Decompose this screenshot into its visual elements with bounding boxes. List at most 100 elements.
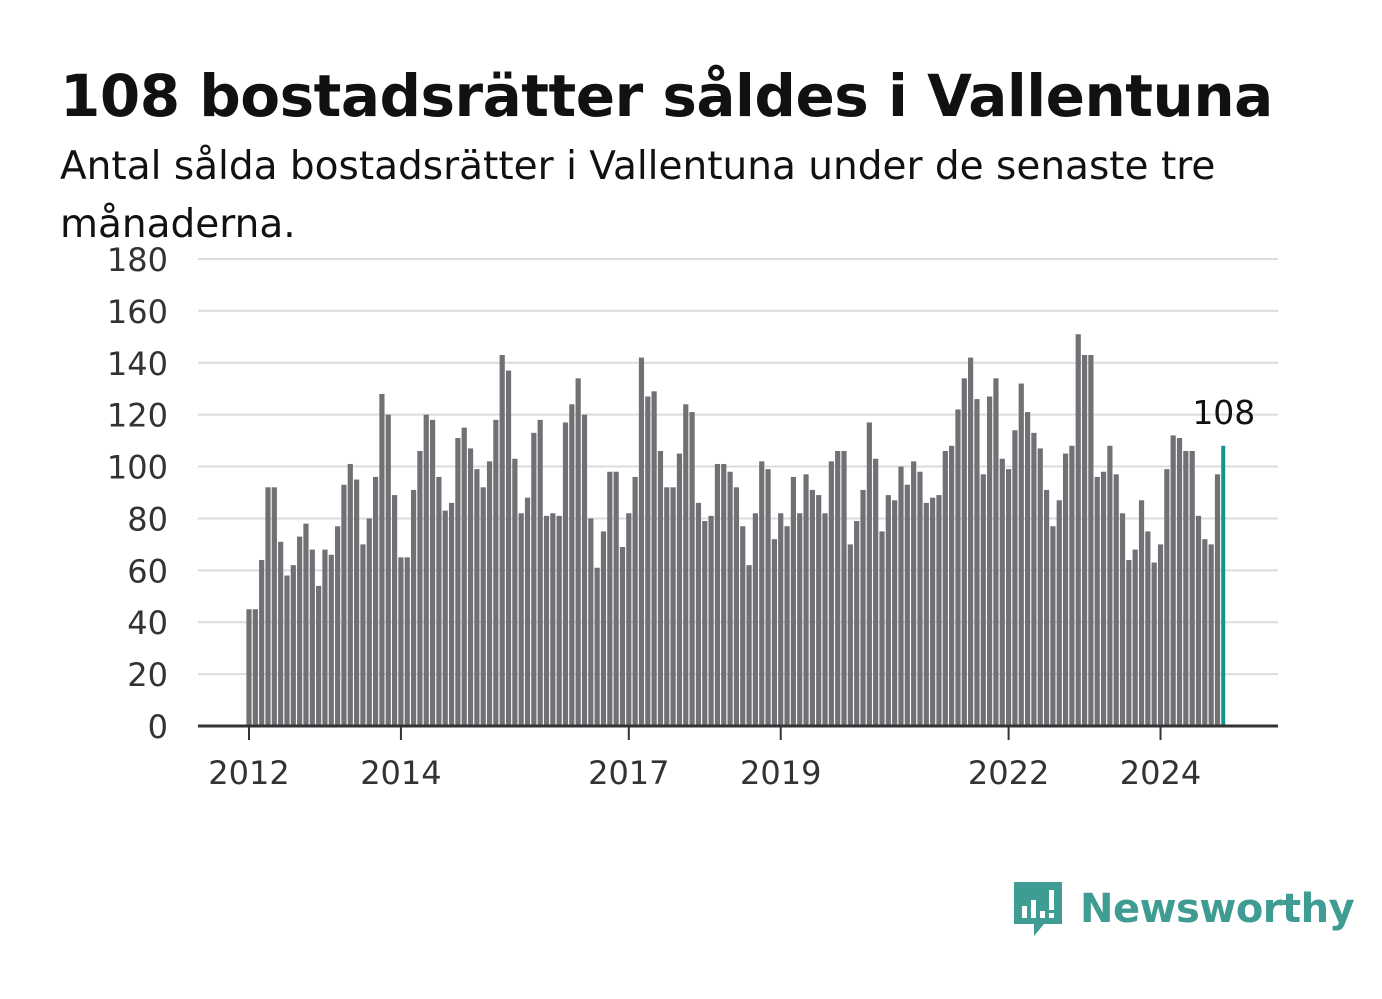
bar: [613, 471, 619, 726]
bar: [379, 393, 385, 726]
bar: [1151, 562, 1157, 726]
bar: [657, 450, 664, 726]
bar: [1176, 438, 1183, 726]
bar: [493, 419, 499, 726]
bar: [1031, 432, 1037, 726]
bar: [923, 502, 929, 726]
bar: [1100, 471, 1107, 726]
bar: [746, 565, 752, 726]
bar: [537, 419, 543, 726]
bar: [797, 513, 803, 726]
bar: [683, 404, 689, 726]
bar: [429, 419, 436, 726]
bar-latest: [1221, 445, 1226, 726]
bar: [1069, 445, 1075, 726]
bar: [550, 513, 556, 726]
bar: [771, 539, 777, 726]
bar: [733, 487, 740, 726]
bar: [841, 450, 847, 726]
bar: [949, 445, 955, 726]
bar: [1024, 412, 1031, 726]
bar: [936, 495, 942, 726]
bar: [803, 474, 809, 726]
bar: [708, 515, 714, 726]
bar: [790, 476, 796, 726]
bar: [1088, 354, 1094, 726]
x-tick-label: 2024: [1120, 754, 1201, 792]
bar: [676, 453, 683, 726]
bar: [594, 567, 600, 726]
bar: [689, 412, 695, 726]
bar: [904, 484, 910, 726]
bar-chart-speech-bubble-icon: [1014, 882, 1062, 936]
bar: [1189, 450, 1195, 726]
bar: [1195, 515, 1202, 726]
bar: [632, 476, 638, 726]
y-tick-label: 60: [127, 552, 168, 590]
chart-title: 108 bostadsrätter såldes i Vallentuna: [60, 62, 1273, 130]
bar: [993, 378, 999, 726]
bar: [518, 513, 524, 726]
bar: [335, 526, 341, 726]
bar: [347, 463, 353, 726]
bar: [911, 461, 917, 726]
bar: [543, 515, 550, 726]
bar: [436, 476, 442, 726]
bar: [588, 518, 594, 726]
bar: [1145, 531, 1151, 726]
y-tick-label: 100: [107, 449, 168, 487]
bar: [866, 422, 872, 726]
bar: [297, 536, 303, 726]
bar: [354, 479, 360, 726]
bar: [499, 354, 505, 726]
bar: [360, 544, 366, 726]
bar: [955, 409, 961, 726]
bar: [423, 414, 429, 726]
latest-value-label: 108: [1192, 393, 1255, 432]
bar: [328, 554, 334, 726]
bar: [284, 575, 290, 726]
bar: [512, 458, 518, 726]
chart-subtitle: Antal sålda bostadsrätter i Vallentuna u…: [60, 144, 1216, 247]
y-tick-label: 160: [107, 293, 168, 331]
bar: [1012, 430, 1018, 726]
bar: [892, 500, 898, 726]
bar: [417, 450, 423, 726]
bar: [1214, 474, 1221, 726]
bar: [404, 557, 410, 726]
bar: [600, 531, 607, 726]
bar: [322, 549, 328, 726]
bar: [638, 357, 645, 726]
bar: [740, 526, 746, 726]
bars: [246, 334, 1226, 726]
bar: [373, 476, 379, 726]
bar: [246, 609, 252, 726]
y-tick-label: 40: [127, 604, 168, 642]
y-tick-label: 120: [107, 397, 168, 435]
bar: [1132, 549, 1138, 726]
bar: [391, 495, 398, 726]
axes: 0 20 40 60 80 100 120 140 160 180 108 2012 2014 2017 2…: [107, 241, 1278, 792]
bar: [752, 513, 758, 726]
bar: [765, 469, 771, 726]
bar: [885, 495, 891, 726]
bar: [930, 497, 936, 726]
bar: [702, 521, 708, 726]
bar: [879, 531, 885, 726]
bar: [259, 559, 265, 726]
y-tick-label: 140: [107, 345, 168, 383]
bar: [1113, 474, 1119, 726]
bar: [385, 414, 391, 726]
bar: [1062, 453, 1069, 726]
bar: [974, 399, 980, 726]
bar: [1056, 500, 1062, 726]
bar: [1157, 544, 1164, 726]
bar: [816, 495, 822, 726]
bar: [309, 549, 315, 726]
bar: [474, 469, 480, 726]
bar: [619, 546, 626, 726]
bar: [828, 461, 834, 726]
bar: [303, 523, 309, 726]
bar: [1138, 500, 1145, 726]
